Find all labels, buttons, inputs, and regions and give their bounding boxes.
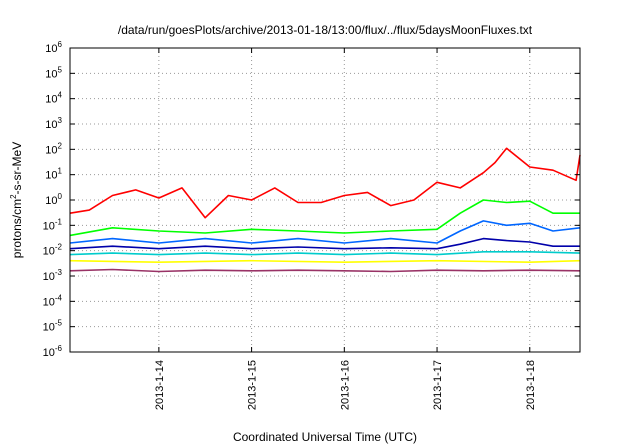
- x-tick-label: 2013-1-14: [154, 360, 166, 410]
- y-tick-label: 104: [45, 91, 62, 106]
- grid-lines: [70, 48, 580, 352]
- series-line-2: [69, 220, 581, 244]
- x-axis-label: Coordinated Universal Time (UTC): [233, 430, 417, 444]
- y-tick-label: 10-3: [43, 268, 63, 283]
- series-line-0: [69, 147, 581, 219]
- y-axis-ticks: 10-6 10-5 10-4 10-3 10-2 10-1 100 101 102 103 104 1…: [43, 40, 580, 359]
- x-tick-label: 2013-1-18: [525, 360, 537, 410]
- x-tick-label: 2013-1-16: [339, 360, 351, 410]
- x-tick-label: 2013-1-17: [432, 360, 444, 410]
- series-line-6: [69, 268, 581, 273]
- x-axis-ticks: 2013-1-14 2013-1-15 2013-1-16 2013-1-17 2013…: [154, 48, 537, 410]
- y-tick-label: 100: [45, 192, 62, 207]
- y-axis-label-sup: 2: [9, 194, 18, 199]
- y-axis-label: protons/cm2-s-sr-MeV: [9, 142, 24, 258]
- x-tick-label: 2013-1-15: [247, 360, 259, 410]
- y-tick-label: 103: [45, 116, 62, 131]
- y-axis-label-pre: protons/cm: [10, 199, 24, 258]
- y-tick-label: 10-5: [43, 319, 63, 334]
- series-layer: [69, 147, 581, 273]
- y-tick-label: 105: [45, 65, 62, 80]
- y-axis-label-post: -s-sr-MeV: [10, 142, 24, 195]
- y-tick-label: 10-6: [43, 344, 63, 359]
- y-tick-label: 10-2: [43, 243, 63, 258]
- y-tick-label: 106: [45, 40, 62, 55]
- series-line-1: [69, 199, 580, 237]
- series-line-4: [69, 251, 581, 256]
- chart-title: /data/run/goesPlots/archive/2013-01-18/1…: [118, 23, 533, 37]
- y-tick-label: 101: [45, 167, 62, 182]
- series-line-5: [69, 259, 581, 264]
- y-tick-label: 10-1: [43, 217, 63, 232]
- y-tick-label: 10-4: [43, 293, 63, 308]
- series-line-3: [69, 237, 580, 250]
- y-tick-label: 102: [45, 141, 62, 156]
